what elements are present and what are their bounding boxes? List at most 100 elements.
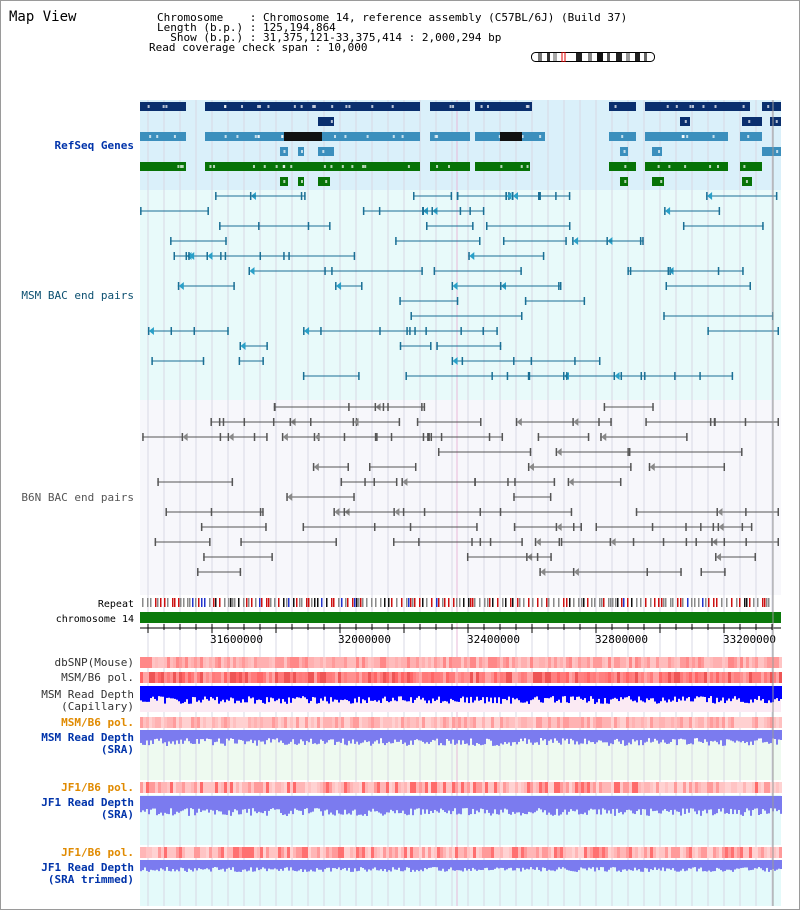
bac-end-arrow [452,282,458,290]
bac-end-start [333,508,335,516]
refseq-genes-track[interactable] [140,102,781,186]
bac-end-arrow [334,508,340,516]
msm-b6-pol-cell [188,717,191,728]
repeat-element [612,598,614,607]
depth-sra-bar [364,730,366,741]
jf1-b6-pol-cell [533,782,536,793]
gene-exon [684,165,687,168]
jf1-b6-pol-cell [323,782,326,793]
depth-jf1-sra-bar [228,796,230,811]
depth-jf1-trimmed-bar [724,860,726,871]
msm-b6-pol-cell [284,717,287,728]
jf1-b6-pol-cell [626,782,629,793]
msm-b6-pol-cell [590,717,593,728]
msm-b6-pol-cell [677,672,680,683]
depth-capillary-bar [582,686,584,700]
depth-capillary-bar [254,686,256,704]
depth-capillary-bar [686,686,688,699]
depth-jf1-sra-bar [170,796,172,809]
bac-end-stop [501,433,504,441]
dbsnp-cell [761,657,764,668]
depth-capillary-bar [744,686,746,703]
depth-jf1-trimmed-bar [168,860,170,871]
repeat-track[interactable] [142,598,770,607]
msm-bac-pairs-track[interactable] [140,192,779,380]
gene-exon [621,135,624,138]
dbsnp-cell [299,657,302,668]
depth-sra-bar [190,730,192,744]
depth-jf1-trimmed-bar [570,860,572,871]
depth-jf1-sra-bar [270,796,272,810]
jf1-b6-pol-cell [557,847,560,858]
depth-sra-bar [184,730,186,741]
msm-b6-pol-cell [578,672,581,683]
depth-sra-bar [270,730,272,743]
depth-capillary-bar [514,686,516,700]
msm-b6-pol-cell [776,717,779,728]
gene-exon [392,135,395,138]
depth-jf1-sra-bar [562,796,564,813]
bac-end-stop [741,448,743,456]
depth-sra-bar [290,730,292,742]
depth-jf1-sra-bar [326,796,328,810]
repeat-element [338,598,340,607]
depth-capillary-bar [770,686,772,703]
depth-capillary-bar [296,686,298,698]
repeat-element [187,598,189,607]
jf1-b6-pol-cell [491,782,494,793]
bac-end-start [219,222,221,230]
read-depth-tracks[interactable] [140,686,782,872]
depth-jf1-sra-bar [420,796,422,815]
depth-capillary-bar [630,686,632,700]
heatmap-tracks[interactable] [140,657,782,858]
depth-jf1-sra-bar [638,796,640,810]
repeat-element [558,598,560,607]
bac-end-stop [565,237,567,245]
dbsnp-cell [482,657,485,668]
jf1-b6-pol-cell [143,847,146,858]
repeat-element [352,598,354,607]
msm-b6-pol-cell [587,672,590,683]
bac-end-arrow [228,433,234,441]
depth-jf1-trimmed-bar [442,860,444,869]
depth-sra-bar [430,730,432,742]
msm-b6-pol-cell [458,672,461,683]
depth-jf1-trimmed-bar [294,860,296,872]
bac-end-start [645,418,647,426]
depth-jf1-sra-bar [778,796,780,810]
jf1-b6-pol-cell [713,782,716,793]
bac-end-arrow [207,252,213,260]
depth-sra-bar [330,730,332,740]
depth-capillary-bar [408,686,410,702]
msm-b6-pol-cell [155,672,158,683]
depth-sra-bar [236,730,238,744]
depth-sra-bar [710,730,712,742]
depth-jf1-sra-bar [698,796,700,811]
dbsnp-cell [200,657,203,668]
depth-sra-bar [196,730,198,740]
depth-sra-bar [436,730,438,739]
jf1-b6-pol-cell [683,847,686,858]
bac-end-start [572,237,574,245]
jf1-b6-pol-cell [155,847,158,858]
depth-jf1-sra-bar [382,796,384,816]
depth-jf1-trimmed-bar [606,860,608,872]
repeat-element [311,598,313,607]
chromosome-bar[interactable] [140,612,781,623]
bac-end-start [340,478,343,486]
jf1-b6-pol-cell [224,847,227,858]
depth-capillary-bar [766,686,768,704]
msm-b6-pol-cell [182,672,185,683]
bac-end-start [567,478,570,486]
jf1-b6-pol-cell [410,782,413,793]
depth-sra-bar [308,730,310,743]
jf1-b6-pol-cell [281,847,284,858]
msm-b6-pol-cell [755,717,758,728]
b6n-bac-pairs-track[interactable] [142,403,779,576]
dbsnp-cell [650,657,653,668]
depth-capillary-bar [620,686,622,698]
msm-b6-pol-cell [461,717,464,728]
chromosome-ideogram[interactable] [531,52,655,62]
repeat-element [472,598,474,607]
depth-jf1-trimmed-bar [682,860,684,869]
